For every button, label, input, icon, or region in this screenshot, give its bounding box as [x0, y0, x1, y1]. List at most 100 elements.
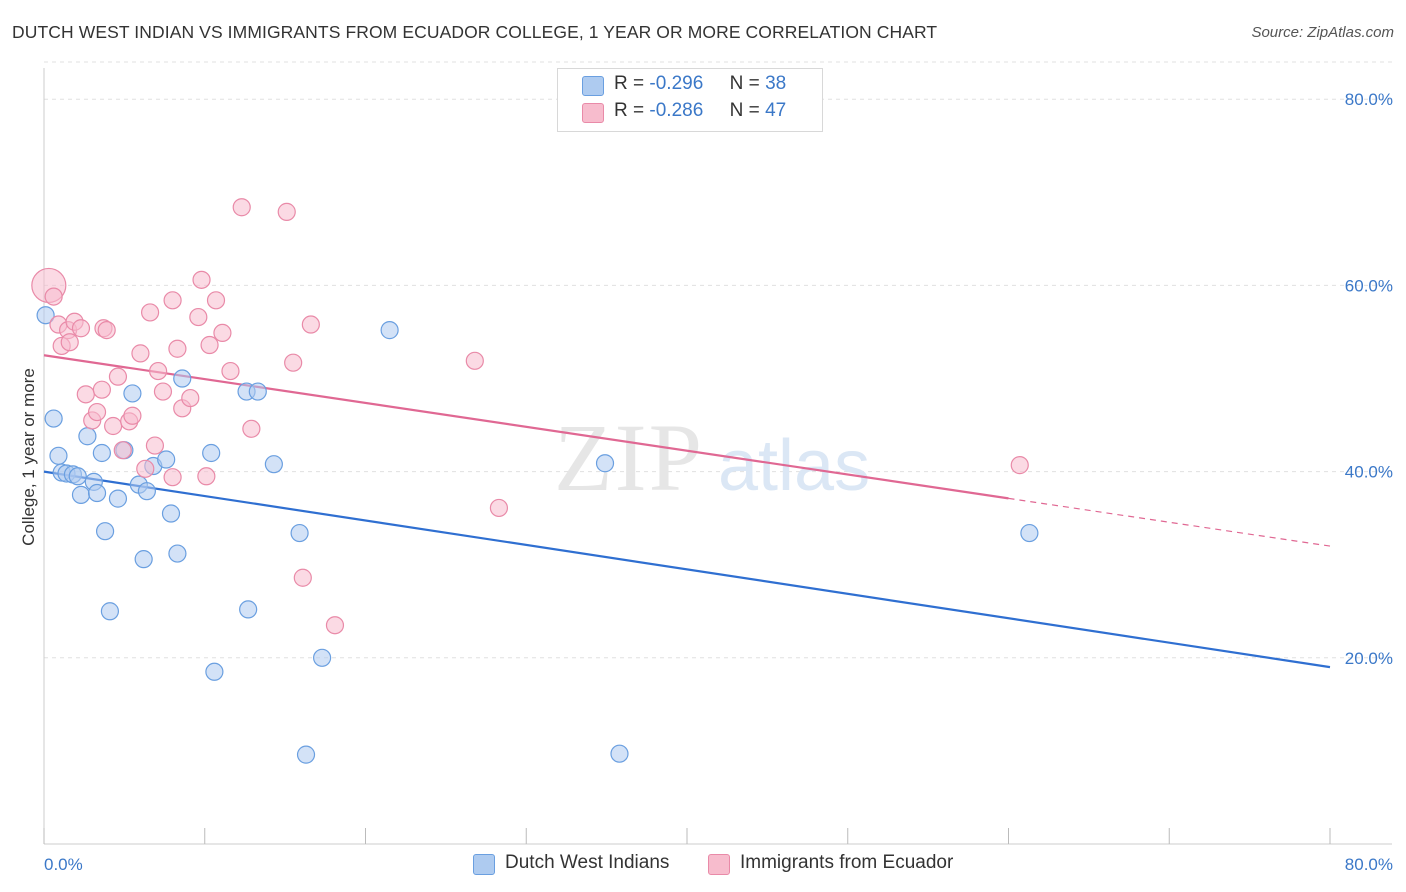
- dutch-west-indians-point: [157, 450, 176, 469]
- immigrants-from-ecuador-point: [145, 436, 165, 455]
- dutch-west-indians-point: [92, 443, 111, 463]
- axes: [43, 68, 1392, 845]
- dutch-west-indians-point: [595, 454, 615, 473]
- dutch-west-indians-point: [312, 648, 332, 667]
- dutch-west-indians-point: [87, 483, 107, 503]
- legend-r-value: -0.286: [649, 100, 704, 121]
- immigrants-from-ecuador-point: [192, 270, 211, 289]
- bottom-legend-swatch-blue: [473, 854, 495, 875]
- legend-r-label: R =: [614, 100, 645, 121]
- immigrants-from-ecuador-point: [293, 568, 312, 587]
- legend-swatch-pink: [582, 103, 604, 123]
- bottom-legend-swatch-pink: [708, 854, 730, 875]
- dutch-west-indians-point: [1020, 523, 1039, 543]
- dutch-west-indians-point: [173, 369, 192, 388]
- immigrants-from-ecuador-point: [189, 307, 208, 327]
- immigrants-from-ecuador-point: [140, 303, 160, 322]
- y-tick-label: 40.0%: [1345, 463, 1393, 482]
- dutch-west-indians-point: [134, 550, 153, 569]
- legend-r-label: R =: [614, 73, 645, 94]
- immigrants-from-ecuador-point: [197, 467, 216, 486]
- legend-r-value: -0.296: [649, 73, 704, 94]
- immigrants-from-ecuador-point: [489, 498, 509, 518]
- immigrants-from-ecuador-point: [60, 333, 79, 352]
- immigrants-from-ecuador-point: [242, 419, 261, 438]
- immigrants-from-ecuador-point: [163, 468, 182, 487]
- immigrants-from-ecuador-point: [232, 198, 251, 217]
- tick-labels: 20.0% 40.0% 60.0% 80.0% 0.0% 80.0%: [44, 90, 1393, 874]
- y-tick-label: 60.0%: [1345, 276, 1393, 295]
- immigrants-from-ecuador-point: [108, 367, 128, 386]
- legend-n-value: 38: [765, 73, 787, 94]
- immigrants-from-ecuador-point: [153, 382, 173, 401]
- immigrants-from-ecuador-point: [181, 388, 200, 408]
- immigrants-from-ecuador-point: [325, 616, 345, 635]
- x-tick-label: 0.0%: [44, 855, 83, 874]
- y-tick-label: 20.0%: [1345, 649, 1393, 668]
- dutch-west-indians-point: [95, 522, 115, 541]
- dutch-west-indians-point: [137, 482, 156, 501]
- immigrants-from-ecuador-point: [206, 291, 226, 310]
- source-credit: Source: ZipAtlas.com: [1251, 24, 1394, 41]
- legend-n-label: N =: [729, 100, 760, 121]
- dutch-west-indians-point: [290, 523, 309, 543]
- dutch-west-indians-point: [36, 306, 55, 325]
- legend-n-label: N =: [729, 73, 760, 94]
- immigrants-from-ecuador-point: [213, 323, 232, 343]
- immigrants-from-ecuador-point: [200, 335, 219, 355]
- dutch-west-indians-point: [248, 382, 267, 401]
- immigrants-from-ecuador-point: [71, 319, 91, 338]
- immigrants-from-ecuador-point: [284, 353, 303, 372]
- dutch-west-indians-point: [205, 662, 224, 681]
- immigrants-from-ecuador-point: [168, 339, 187, 358]
- correlation-legend: R = -0.296 N = 38 R = -0.286 N = 47: [557, 68, 823, 132]
- immigrants-from-ecuador-point: [221, 361, 240, 381]
- immigrants-from-ecuador-point: [92, 380, 111, 399]
- y-tick-label: 80.0%: [1345, 90, 1393, 109]
- gridlines: [44, 61, 1392, 659]
- trend-line-solid: [43, 470, 1331, 669]
- immigrants-from-ecuador-point: [131, 344, 150, 363]
- dutch-west-indians-point: [161, 504, 181, 523]
- immigrants-from-ecuador-point: [123, 406, 142, 425]
- dutch-west-indians-point: [168, 544, 187, 563]
- immigrants-from-ecuador-point: [465, 351, 484, 370]
- immigrants-from-ecuador-point: [277, 202, 296, 221]
- legend-n-value: 47: [765, 100, 787, 121]
- dutch-west-indians-point: [239, 600, 258, 619]
- immigrants-from-ecuador-point: [149, 361, 168, 381]
- immigrants-from-ecuador-point: [113, 441, 132, 460]
- bottom-legend-label: Dutch West Indians: [505, 852, 670, 873]
- chart-title: DUTCH WEST INDIAN VS IMMIGRANTS FROM ECU…: [12, 22, 938, 42]
- dutch-west-indians-point: [44, 409, 63, 428]
- dutch-west-indians-point: [78, 427, 97, 446]
- immigrants-from-ecuador-point: [97, 321, 116, 340]
- dutch-west-indians-point: [71, 485, 91, 504]
- bottom-legend-label: Immigrants from Ecuador: [740, 852, 954, 873]
- immigrants-from-ecuador-point: [44, 287, 63, 306]
- immigrants-from-ecuador-point: [87, 402, 107, 422]
- y-axis-label: College, 1 year or more: [19, 368, 38, 546]
- trend-lines: [43, 354, 1331, 669]
- x-tick-label: 80.0%: [1345, 855, 1393, 874]
- immigrants-from-ecuador-point: [163, 291, 182, 310]
- dutch-west-indians-point: [68, 467, 87, 486]
- dutch-west-indians-point: [296, 745, 316, 764]
- immigrants-from-ecuador-point: [301, 315, 320, 334]
- dutch-west-indians-point: [610, 744, 629, 763]
- trend-line-solid: [43, 354, 1009, 500]
- data-points: [31, 198, 1039, 764]
- dutch-west-indians-point: [123, 384, 142, 403]
- watermark-zip: ZIP: [554, 404, 704, 511]
- dutch-west-indians-point: [108, 489, 128, 508]
- immigrants-from-ecuador-point: [1010, 456, 1029, 475]
- immigrants-from-ecuador-point: [136, 459, 155, 478]
- immigrants-from-ecuador-point: [76, 385, 95, 404]
- legend-swatch-blue: [582, 76, 604, 96]
- dutch-west-indians-point: [380, 321, 399, 340]
- dutch-west-indians-point: [202, 443, 221, 463]
- trend-line-dashed: [1008, 497, 1331, 547]
- dutch-west-indians-point: [49, 446, 68, 465]
- immigrants-from-ecuador-point: [104, 416, 123, 436]
